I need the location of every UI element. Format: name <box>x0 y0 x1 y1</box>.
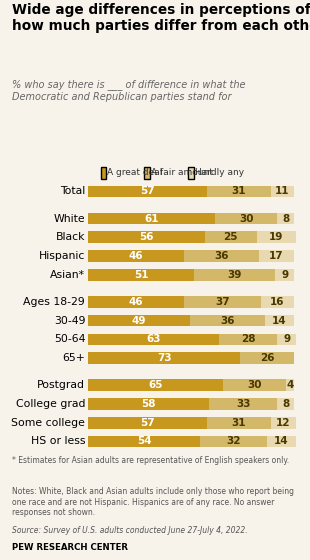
Text: 50-64: 50-64 <box>54 334 85 344</box>
Text: Postgrad: Postgrad <box>37 380 85 390</box>
Text: A fair amount: A fair amount <box>151 168 213 177</box>
Bar <box>205 231 257 243</box>
Bar <box>265 315 294 326</box>
Text: 73: 73 <box>157 353 171 363</box>
Text: 12: 12 <box>276 418 291 428</box>
Bar <box>88 185 207 197</box>
Text: 26: 26 <box>260 353 274 363</box>
Text: Some college: Some college <box>11 418 85 428</box>
Bar <box>267 436 296 447</box>
Bar <box>261 296 294 307</box>
Bar <box>277 398 294 410</box>
Text: 57: 57 <box>140 418 155 428</box>
Text: Total: Total <box>60 186 85 197</box>
Bar <box>215 213 277 225</box>
Text: 33: 33 <box>236 399 250 409</box>
Text: 46: 46 <box>129 251 144 261</box>
Text: 14: 14 <box>274 436 289 446</box>
Text: 32: 32 <box>227 436 241 446</box>
Bar <box>271 185 294 197</box>
Text: 63: 63 <box>147 334 161 344</box>
Text: 36: 36 <box>214 251 228 261</box>
Text: 8: 8 <box>282 399 289 409</box>
Text: 49: 49 <box>132 316 147 325</box>
Bar <box>184 250 259 262</box>
Bar <box>201 436 267 447</box>
Text: Black: Black <box>56 232 85 242</box>
Text: 17: 17 <box>269 251 284 261</box>
Text: * Estimates for Asian adults are representative of English speakers only.: * Estimates for Asian adults are represe… <box>12 456 290 465</box>
Text: 4: 4 <box>286 380 294 390</box>
Text: 19: 19 <box>269 232 283 242</box>
Text: Source: Survey of U.S. adults conducted June 27-July 4, 2022.: Source: Survey of U.S. adults conducted … <box>12 526 248 535</box>
Text: A great deal: A great deal <box>107 168 163 177</box>
Bar <box>88 296 184 307</box>
Text: 54: 54 <box>137 436 152 446</box>
Bar <box>223 380 286 391</box>
Bar <box>88 315 190 326</box>
Text: 31: 31 <box>232 418 246 428</box>
Text: 51: 51 <box>134 270 148 280</box>
Text: Hardly any: Hardly any <box>195 168 244 177</box>
Bar <box>286 380 294 391</box>
Text: Hispanic: Hispanic <box>39 251 85 261</box>
Bar <box>257 231 296 243</box>
Text: 28: 28 <box>241 334 255 344</box>
Bar <box>88 231 205 243</box>
Text: 39: 39 <box>228 270 242 280</box>
Text: 36: 36 <box>220 316 235 325</box>
Bar <box>88 334 219 345</box>
Text: 9: 9 <box>281 270 288 280</box>
Bar <box>207 417 271 428</box>
Text: Notes: White, Black and Asian adults include only those who report being one rac: Notes: White, Black and Asian adults inc… <box>12 487 294 517</box>
Text: 46: 46 <box>129 297 144 307</box>
Bar <box>209 398 277 410</box>
Text: 25: 25 <box>223 232 238 242</box>
Text: % who say there is ___ of difference in what the
Democratic and Republican parti: % who say there is ___ of difference in … <box>12 80 246 102</box>
Bar <box>88 436 201 447</box>
Text: 65: 65 <box>148 380 163 390</box>
Text: College grad: College grad <box>16 399 85 409</box>
Text: Wide age differences in perceptions of
how much parties differ from each other: Wide age differences in perceptions of h… <box>12 3 310 33</box>
Text: 58: 58 <box>141 399 156 409</box>
Bar <box>88 398 209 410</box>
Bar <box>240 352 294 364</box>
Bar <box>207 185 271 197</box>
Bar <box>271 417 296 428</box>
Text: 8: 8 <box>282 213 289 223</box>
Text: PEW RESEARCH CENTER: PEW RESEARCH CENTER <box>12 543 128 552</box>
Text: 31: 31 <box>232 186 246 197</box>
Bar <box>277 213 294 225</box>
Text: 56: 56 <box>139 232 154 242</box>
Bar <box>88 380 223 391</box>
Bar <box>88 250 184 262</box>
Bar <box>88 352 240 364</box>
Bar <box>194 269 275 281</box>
Text: 37: 37 <box>215 297 230 307</box>
Text: 61: 61 <box>144 213 159 223</box>
Bar <box>277 334 296 345</box>
Text: 16: 16 <box>270 297 285 307</box>
Bar <box>184 296 261 307</box>
Bar <box>88 213 215 225</box>
Bar <box>219 334 277 345</box>
Text: 30-49: 30-49 <box>54 316 85 325</box>
Text: 9: 9 <box>283 334 290 344</box>
Text: 57: 57 <box>140 186 155 197</box>
Bar <box>190 315 265 326</box>
Text: 65+: 65+ <box>62 353 85 363</box>
Text: HS or less: HS or less <box>31 436 85 446</box>
Text: Ages 18-29: Ages 18-29 <box>24 297 85 307</box>
Text: White: White <box>54 213 85 223</box>
Text: 30: 30 <box>239 213 254 223</box>
Bar <box>275 269 294 281</box>
Text: Asian*: Asian* <box>50 270 85 280</box>
Text: 14: 14 <box>272 316 287 325</box>
Bar <box>88 269 194 281</box>
Text: 11: 11 <box>275 186 290 197</box>
Text: 30: 30 <box>247 380 262 390</box>
Bar <box>88 417 207 428</box>
Bar <box>259 250 294 262</box>
